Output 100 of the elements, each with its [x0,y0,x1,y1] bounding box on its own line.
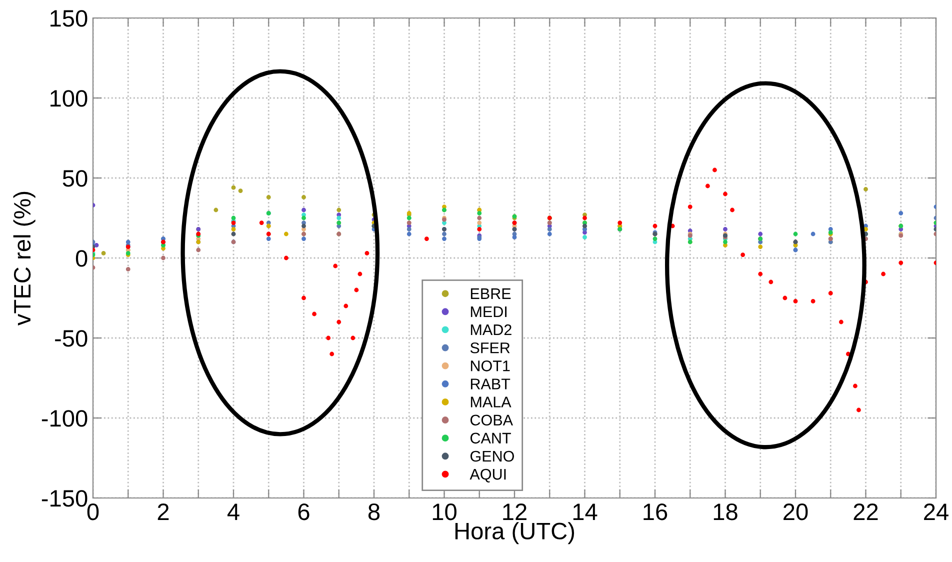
point [652,236,658,241]
point [838,320,844,324]
point [284,232,288,236]
point [688,204,692,209]
x-axis-title: Hora (UTC) [455,522,574,544]
point [758,232,763,236]
point [231,185,236,190]
point [231,227,236,232]
point [302,195,306,200]
point [810,299,816,304]
point [344,304,348,308]
point [477,227,482,232]
x-tick-label: 20 [784,503,808,520]
point [442,236,446,241]
point [302,224,306,228]
x-tick-label: 4 [227,504,240,520]
point [793,299,798,304]
legend-label: NOT1 [470,360,510,372]
x-tick-label: 2 [158,503,169,520]
legend-label: AQUI [470,468,506,482]
point [477,216,482,220]
point [126,267,130,272]
point [881,272,886,276]
point [477,211,482,216]
point [196,248,201,252]
x-tick-label: 16 [644,503,668,520]
x-tick-label: 14 [573,504,598,520]
point [898,211,904,216]
point [364,251,370,256]
legend-label: CANT [470,432,511,444]
point [723,240,728,244]
y-axis-title: vTEC rel (%) [13,192,36,326]
point [266,236,271,241]
point [350,336,356,340]
y-tick-label: -100 [42,410,88,427]
point [705,184,710,188]
legend-label: RABT [470,378,510,390]
point [723,192,728,196]
point [101,251,106,256]
point [768,280,774,284]
x-tick-label: 12 [503,503,526,520]
x-tick-label: 6 [298,503,310,520]
x-tick-label: 8 [368,503,380,520]
x-tick-label: 22 [854,503,878,520]
point [302,208,306,212]
point [336,208,342,212]
point [161,256,166,260]
point [853,384,858,388]
legend-label: MEDI [470,306,506,317]
point [406,232,412,236]
y-tick-label: -50 [55,330,88,347]
point [828,291,833,296]
point [512,235,517,240]
point [358,272,362,276]
point [730,208,734,212]
point [126,240,130,244]
point [336,320,342,324]
point [336,216,342,220]
point [582,235,587,240]
legend-label: GENO [470,450,514,462]
point [259,220,264,225]
y-tick-label: 50 [62,170,88,187]
legend-label: SFER [470,342,510,354]
point [266,195,271,200]
point [864,187,868,192]
point [740,252,746,257]
point [333,264,338,268]
y-tick-label: 0 [76,250,88,267]
point [547,232,552,236]
point [238,188,243,193]
y-tick-label: 100 [50,90,88,107]
point [547,227,552,232]
legend-label: MAD2 [470,324,512,336]
point [330,352,334,356]
point [898,260,904,265]
point [424,236,429,241]
point [284,256,288,260]
point [442,232,446,236]
point [302,296,306,300]
point [712,168,717,172]
point [758,272,763,276]
point [793,232,798,236]
point [302,216,306,220]
y-tick-label: 150 [50,10,88,27]
point [231,216,236,220]
point [723,227,728,232]
point [618,220,622,225]
point [652,224,658,228]
point [312,312,316,316]
point [810,232,816,236]
point [477,220,482,225]
x-tick-label: 10 [432,503,456,520]
legend-label: EBRE [470,288,511,299]
point [582,216,587,220]
y-tick-label: -150 [42,490,88,507]
legend-label: COBA [470,414,513,426]
legend-label: MALA [470,396,512,408]
x-tick-label: 18 [714,503,738,520]
point [856,408,861,412]
point [326,336,331,340]
